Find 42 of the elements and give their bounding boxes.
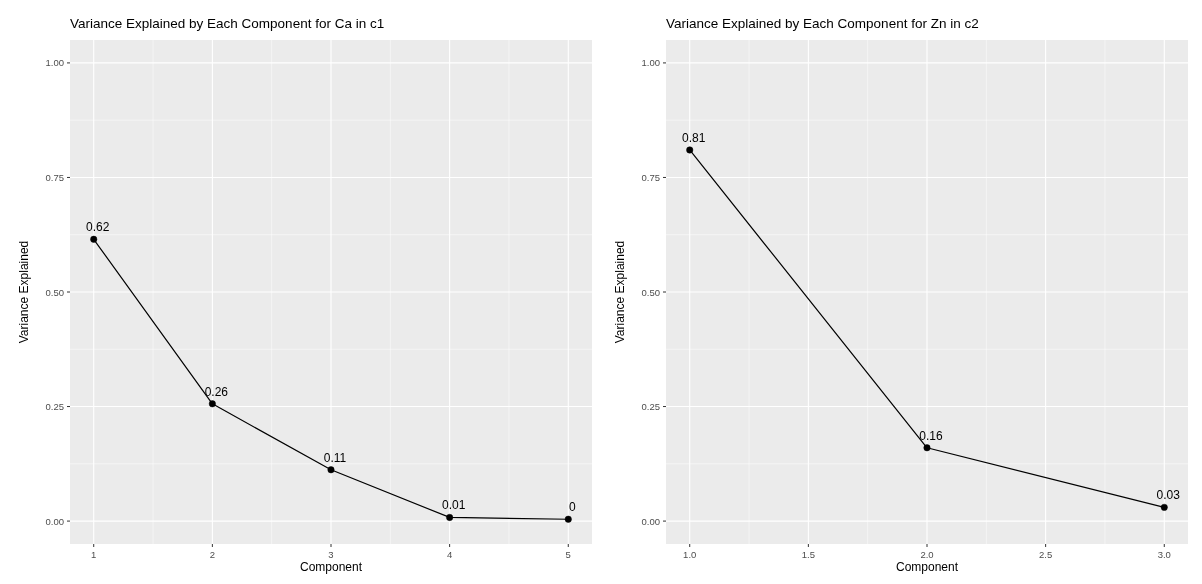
y-tick-label: 0.25	[641, 401, 660, 413]
data-label: 0.81	[682, 130, 706, 145]
x-tick-label: 2.0	[920, 549, 934, 560]
data-label: 0.03	[1156, 488, 1181, 503]
y-axis-title: Variance Explained	[613, 240, 627, 344]
x-tick-label: 3.0	[1157, 549, 1171, 560]
x-tick-label: 2	[209, 549, 216, 560]
data-label: 0.16	[919, 428, 943, 443]
y-tick-label: 0.50	[641, 286, 660, 298]
data-label: 0.01	[441, 498, 466, 513]
point	[923, 444, 931, 452]
point	[446, 513, 454, 521]
chart-title: Variance Explained by Each Component for Zn in c2	[666, 16, 979, 31]
point	[327, 466, 335, 474]
x-tick-label: 5	[565, 549, 571, 560]
y-tick-label: 0.75	[641, 171, 660, 183]
y-tick-label: 0.00	[45, 515, 64, 527]
y-tick-label: 0.00	[641, 515, 660, 527]
x-tick-label: 4	[446, 549, 453, 560]
y-tick-label: 0.50	[45, 286, 64, 298]
data-label: 0.26	[204, 384, 229, 399]
x-axis-title: Component	[895, 560, 959, 574]
y-axis-title: Variance Explained	[17, 240, 31, 344]
y-tick-label: 0.25	[45, 401, 64, 413]
chart-title: Variance Explained by Each Component for Ca in c1	[70, 16, 385, 31]
x-tick-label: 3	[328, 549, 334, 560]
point	[90, 235, 98, 243]
y-tick-label: 1.00	[641, 57, 660, 69]
x-tick-label: 1.5	[801, 549, 815, 560]
point	[686, 146, 694, 154]
point	[208, 400, 216, 408]
data-label: 0.11	[323, 450, 347, 465]
point	[1160, 503, 1168, 511]
point	[564, 515, 572, 523]
x-tick-label: 1.0	[683, 549, 697, 560]
y-tick-label: 1.00	[45, 57, 64, 69]
y-tick-label: 0.75	[45, 171, 64, 183]
x-tick-label: 2.5	[1039, 549, 1053, 560]
x-axis-title: Component	[299, 560, 363, 574]
data-label: 0.62	[86, 220, 110, 235]
data-label: 0	[568, 500, 576, 515]
x-tick-label: 1	[91, 549, 97, 560]
